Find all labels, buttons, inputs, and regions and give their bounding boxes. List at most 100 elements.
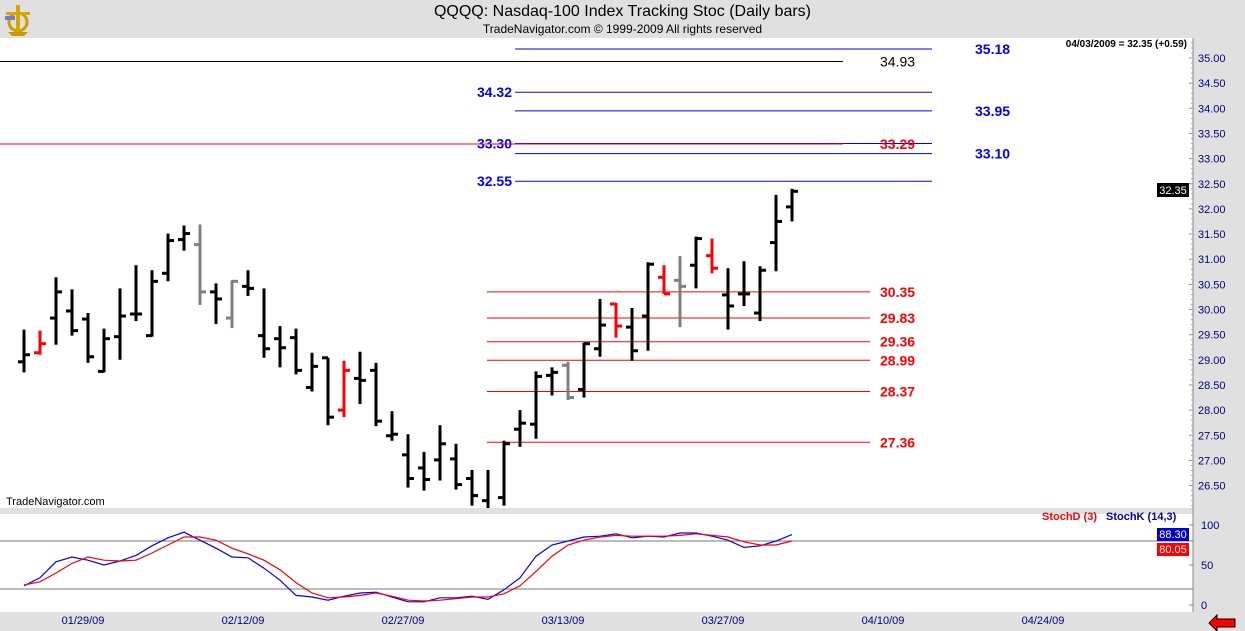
stoch-tick-label: 0 [1201,600,1207,612]
stochastic-panel: 100 50 0 88.30 80.05 [0,520,1219,612]
ohlc-bar [82,313,94,363]
ohlc-bar [690,236,702,289]
ohlc-bar [722,268,734,330]
ohlc-bar [194,224,206,305]
y-tick-label: 33.00 [1198,154,1226,166]
price-axis: 35.00 34.50 34.00 33.50 33.00 32.50 32.00 31.50… [1189,42,1226,507]
ohlc-bar [354,351,366,405]
chart-header: QQQQ: Nasdaq-100 Index Tracking Stoc (Da… [0,0,1245,38]
y-tick-label: 30.50 [1198,279,1226,291]
ohlc-bar [706,238,718,274]
ohlc-bar [594,298,606,357]
price-bars [18,188,798,508]
ohlc-bar [482,469,490,508]
ohlc-bar [210,283,222,325]
y-tick-label: 26.50 [1198,481,1226,493]
ohlc-bar [66,289,78,336]
ohlc-bar [226,279,238,329]
stochk-value-label: 88.30 [1159,529,1187,541]
stoch-tick-label: 100 [1201,520,1219,532]
ohlc-bar [338,360,350,418]
level-label: 29.36 [880,334,915,350]
ohlc-bar [274,326,286,368]
ohlc-bar [98,328,110,373]
ohlc-bar [562,361,574,401]
ohlc-bar [242,270,254,296]
ohlc-bar [450,443,462,490]
ohlc-bar [130,265,142,322]
ohlc-bar [290,328,302,375]
last-price-label: 32.35 [1159,185,1187,197]
level-label: 30.35 [880,284,915,300]
ohlc-bar [738,261,750,306]
ohlc-bar [530,371,542,439]
x-tick-label: 02/27/09 [382,615,425,627]
ohlc-bar [114,288,126,360]
ohlc-bar [322,356,334,426]
y-tick-label: 27.50 [1198,430,1226,442]
y-tick-label: 30.00 [1198,305,1226,317]
level-label: 33.30 [477,136,512,152]
level-label: 33.95 [975,103,1010,119]
y-tick-label: 29.50 [1198,330,1226,342]
ohlc-bar [258,288,270,358]
y-tick-label: 28.00 [1198,405,1226,417]
last-quote: 04/03/2009 = 32.35 (+0.59) [1066,39,1187,50]
ohlc-bar [626,307,638,361]
x-tick-label: 01/29/09 [62,615,105,627]
y-tick-label: 33.50 [1198,128,1226,140]
last-price-tag: 32.35 [1157,183,1189,197]
red-arrow-left-icon[interactable] [1208,613,1236,631]
level-lines: 35.18 34.93 34.32 33.95 33.30 33.29 33.10 32.55… [0,41,1010,450]
ohlc-bar [658,265,670,296]
level-label: 28.99 [880,352,915,368]
y-tick-label: 27.00 [1198,455,1226,467]
chart-subtitle: TradeNavigator.com © 1999-2009 All right… [482,22,763,36]
chart-title: QQQQ: Nasdaq-100 Index Tracking Stoc (Da… [433,3,812,20]
price-plot-area[interactable] [0,38,1193,508]
stochd-value-label: 80.05 [1159,544,1187,556]
date-axis: 01/29/09 02/12/09 02/27/09 03/13/09 03/27/09… [62,615,1065,627]
ohlc-bar [146,270,158,338]
ohlc-bar [514,410,526,447]
ohlc-bar [178,225,190,251]
ohlc-bar [770,194,782,272]
ohlc-bar [610,302,622,338]
y-tick-label: 31.00 [1198,254,1226,266]
y-tick-label: 32.00 [1198,204,1226,216]
level-label: 32.55 [477,173,512,189]
y-tick-label: 34.50 [1198,78,1226,90]
y-tick-label: 28.50 [1198,380,1226,392]
level-label: 35.18 [975,41,1010,57]
level-label: 34.93 [880,54,915,70]
x-tick-label: 02/12/09 [222,615,265,627]
level-label: 28.37 [880,383,915,399]
x-tick-label: 03/13/09 [542,615,585,627]
scroll-left-arrow-button[interactable] [1208,613,1236,631]
legend-stochk: StochK (14,3) [1106,511,1177,523]
ohlc-bar [370,362,382,427]
level-label: 34.32 [477,84,512,100]
stochk-line [23,531,793,603]
y-tick-label: 34.00 [1198,103,1226,115]
y-tick-label: 31.50 [1198,229,1226,241]
x-tick-label: 03/27/09 [702,615,745,627]
level-label: 27.36 [880,434,915,450]
legend-stochd: StochD (3) [1042,511,1097,523]
ohlc-bar [162,233,174,282]
ohlc-bar [754,266,766,322]
y-tick-label: 29.00 [1198,355,1226,367]
ohlc-bar [18,329,30,373]
stochd-line [23,533,793,602]
y-tick-label: 32.50 [1198,179,1226,191]
ohlc-bar [466,469,478,506]
stochastic-plot-area[interactable] [0,514,1193,612]
x-tick-label: 04/10/09 [862,615,905,627]
level-label: 29.83 [880,310,915,326]
stoch-tick-label: 50 [1201,560,1213,572]
watermark: TradeNavigator.com [6,496,105,508]
ohlc-bar [674,256,686,328]
stochk-value-tag [1157,528,1189,541]
level-label: 33.29 [880,136,915,152]
